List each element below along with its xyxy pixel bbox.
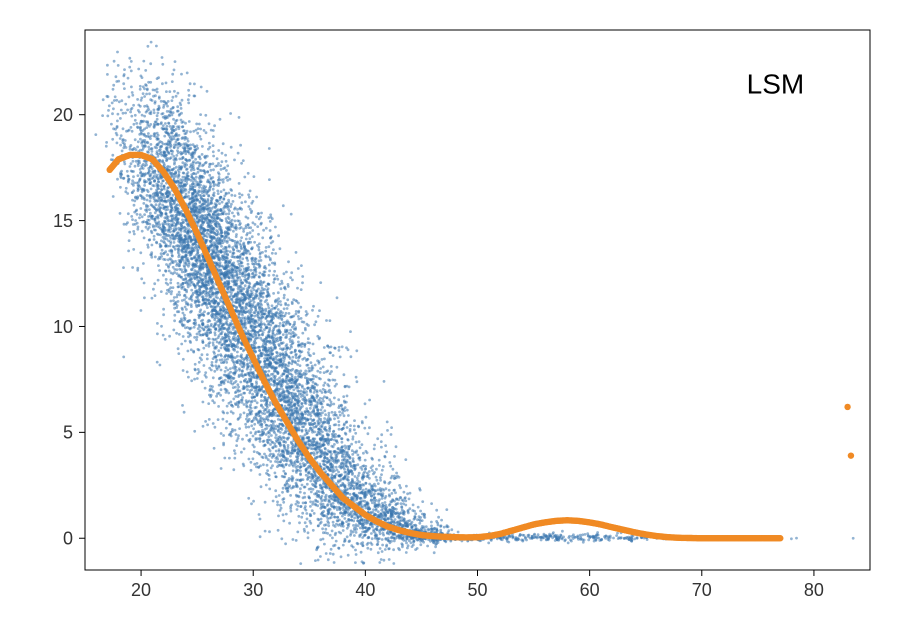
x-tick-label: 20 xyxy=(131,580,151,600)
annotation-label: LSM xyxy=(747,69,805,100)
x-tick-label: 60 xyxy=(580,580,600,600)
y-tick-label: 5 xyxy=(63,423,73,443)
x-tick-label: 50 xyxy=(467,580,487,600)
y-tick-label: 10 xyxy=(53,317,73,337)
y-tick-label: 20 xyxy=(53,105,73,125)
x-tick-label: 30 xyxy=(243,580,263,600)
y-tick-label: 15 xyxy=(53,211,73,231)
scatter-chart: 20 30 40 50 60 70 80 0 5 10 15 20 LSM xyxy=(0,0,898,631)
y-tick-label: 0 xyxy=(63,529,73,549)
x-tick-label: 80 xyxy=(804,580,824,600)
x-tick-label: 40 xyxy=(355,580,375,600)
chart-svg: 20 30 40 50 60 70 80 0 5 10 15 20 LSM xyxy=(0,0,898,631)
x-tick-label: 70 xyxy=(692,580,712,600)
